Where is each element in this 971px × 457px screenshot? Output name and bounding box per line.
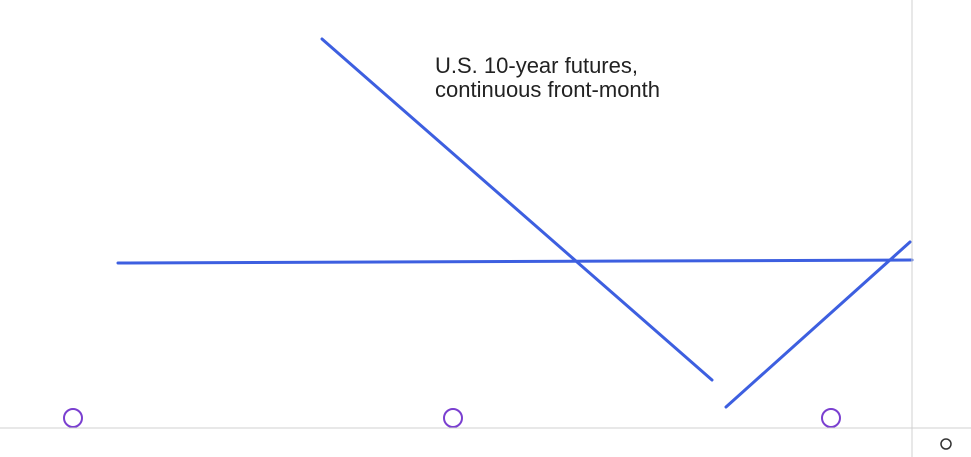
support-line <box>116 258 914 265</box>
event-icon <box>63 408 83 428</box>
trend-line <box>320 37 714 382</box>
trend-lines <box>116 37 914 409</box>
event-icons <box>63 408 841 428</box>
event-icon <box>821 408 841 428</box>
settings-icon[interactable] <box>940 438 952 450</box>
trend-line <box>724 240 912 409</box>
event-icon <box>443 408 463 428</box>
annotation: U.S. 10-year futures, <box>435 53 638 78</box>
annotation: continuous front-month <box>435 77 660 102</box>
